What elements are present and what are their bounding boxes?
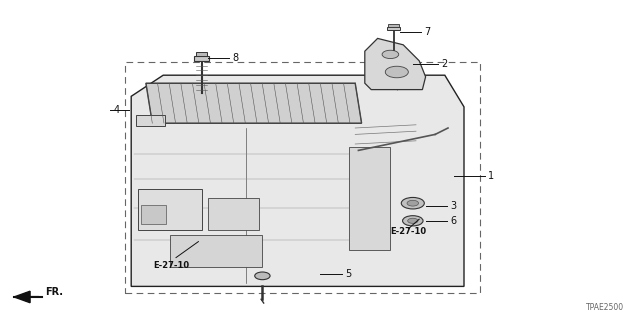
Circle shape: [255, 272, 270, 280]
Bar: [349, 147, 390, 250]
Bar: [141, 205, 166, 224]
Text: 8: 8: [232, 52, 239, 63]
Circle shape: [407, 200, 419, 206]
Circle shape: [401, 197, 424, 209]
Text: FR.: FR.: [45, 287, 63, 297]
Bar: [138, 189, 202, 230]
Polygon shape: [365, 38, 426, 90]
Bar: [387, 27, 400, 30]
Text: 7: 7: [424, 27, 431, 37]
Text: E-27-10: E-27-10: [390, 228, 426, 236]
Polygon shape: [131, 75, 464, 286]
Bar: [125, 62, 480, 293]
Bar: [208, 198, 259, 230]
Circle shape: [408, 218, 418, 223]
Circle shape: [382, 50, 399, 59]
Polygon shape: [14, 291, 30, 303]
Text: E-27-10: E-27-10: [154, 261, 189, 270]
Circle shape: [403, 216, 423, 226]
Bar: [196, 52, 207, 56]
Text: 6: 6: [450, 216, 456, 226]
Text: 5: 5: [346, 268, 352, 279]
Circle shape: [385, 66, 408, 78]
Polygon shape: [146, 83, 362, 123]
Bar: [170, 235, 262, 267]
Bar: [388, 24, 399, 27]
Text: 1: 1: [488, 171, 495, 181]
Text: 3: 3: [450, 201, 456, 212]
Bar: [136, 115, 165, 126]
Text: 4: 4: [113, 105, 120, 116]
Text: 2: 2: [442, 59, 448, 69]
Bar: [194, 56, 209, 61]
Text: TPAE2500: TPAE2500: [586, 303, 624, 312]
